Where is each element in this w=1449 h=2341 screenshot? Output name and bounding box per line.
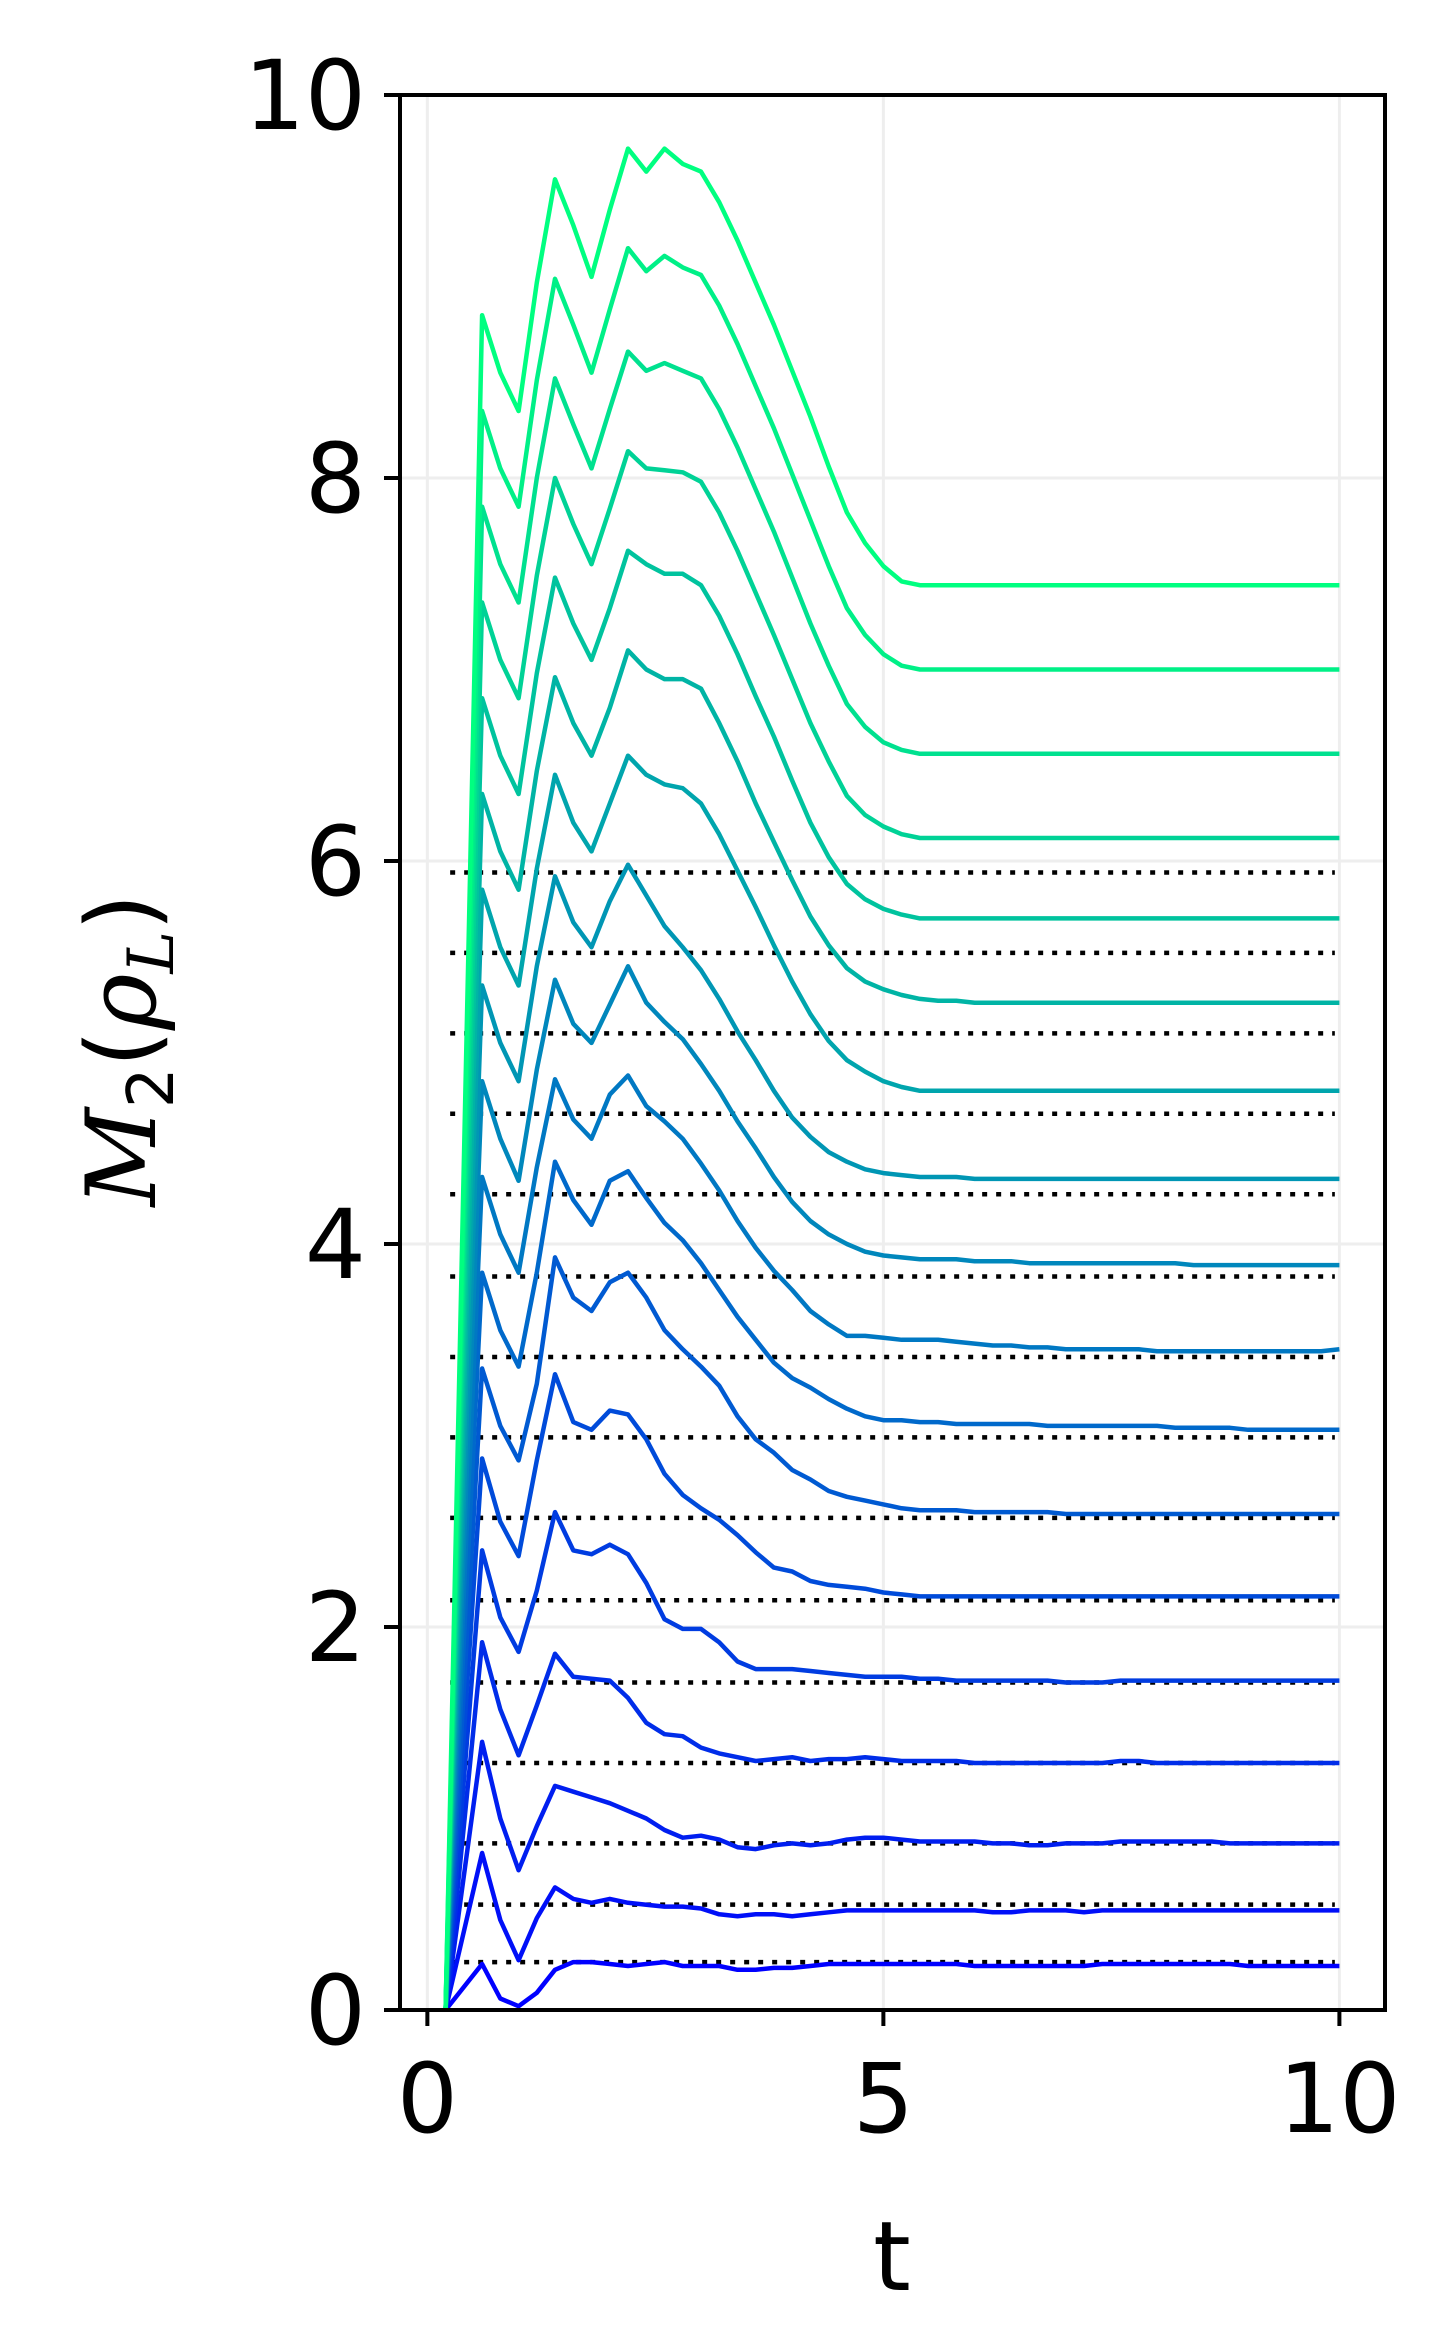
series-line [443,1640,1340,2011]
x-tick-label: 10 [1278,2043,1400,2155]
series-line [443,146,1340,2011]
series-line [443,548,1340,2011]
series-lines [443,146,1340,2012]
plot-frame [398,93,1387,2012]
series-line [443,1073,1340,2011]
x-tick-label: 0 [397,2043,458,2155]
y-tick-label: 6 [305,806,366,918]
series-line [443,349,1340,2011]
series-line [443,1371,1340,2011]
y-axis-label: M2(ρL) [66,894,189,1209]
series-line [443,245,1340,2011]
series-line [443,1850,1340,2011]
series-line [443,1739,1340,2011]
series-line [443,1509,1340,2011]
ticks: 0 5 10 0 2 4 6 8 10 [244,40,1401,2155]
x-axis-label: t [873,2201,911,2313]
series-line [443,753,1340,2011]
series-line [443,448,1340,2011]
series-line [443,1255,1340,2011]
series-line [443,862,1340,2011]
grid [400,93,1385,2012]
series-line [443,964,1340,2011]
y-tick-label: 4 [305,1189,366,1301]
y-tick-label: 0 [305,1955,366,2067]
y-tick-label: 10 [244,40,366,152]
y-tick-label: 8 [305,423,366,535]
x-tick-label: 5 [853,2043,914,2155]
series-line [443,1159,1340,2011]
series-line [443,1959,1340,2012]
y-tick-label: 2 [305,1572,366,1684]
series-line [443,648,1340,2011]
